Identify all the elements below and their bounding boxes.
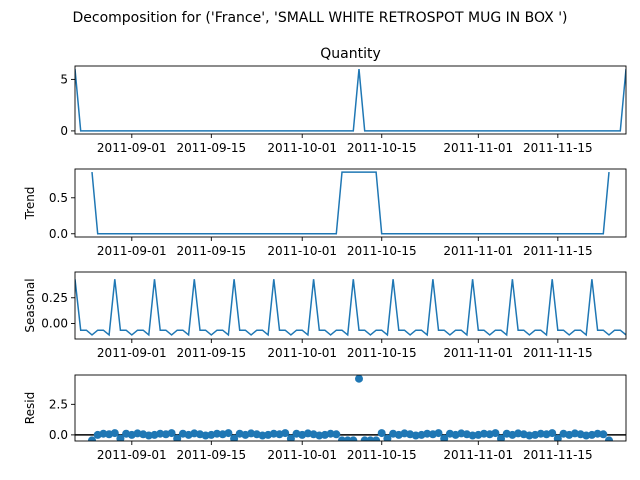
x-tick-label: 2011-11-01 — [443, 448, 513, 462]
x-tick-label: 2011-11-01 — [443, 346, 513, 360]
x-tick-label: 2011-10-01 — [267, 244, 337, 258]
resid-point — [372, 436, 381, 441]
y-tick-label: 2.5 — [49, 397, 68, 411]
axes-frame — [74, 168, 627, 238]
y-tick-label: 0.0 — [49, 428, 68, 442]
x-tick-label: 2011-10-01 — [267, 141, 337, 155]
series-line — [91, 171, 610, 235]
x-tick-label: 2011-10-15 — [347, 141, 417, 155]
x-tick-label: 2011-11-01 — [443, 141, 513, 155]
x-tick-label: 2011-10-01 — [267, 346, 337, 360]
x-tick-label: 2011-11-15 — [523, 448, 593, 462]
x-tick-label: 2011-09-15 — [176, 448, 246, 462]
resid-point — [548, 429, 557, 438]
axes-frame — [74, 65, 627, 135]
x-tick-label: 2011-11-15 — [523, 346, 593, 360]
y-tick-label: 0.25 — [41, 291, 68, 305]
y-tick-label: 0.0 — [49, 227, 68, 241]
x-tick-label: 2011-11-01 — [443, 244, 513, 258]
panel-resid: Resid 0.0 2.5 2011-09-01 2011-09-15 2011-10-0… — [23, 374, 627, 462]
axes-frame — [74, 374, 627, 442]
resid-point — [599, 430, 608, 439]
y-axis-label: Trend — [23, 187, 37, 221]
resid-point — [349, 436, 358, 441]
resid-point — [553, 434, 562, 441]
x-tick-label: 2011-09-01 — [97, 141, 167, 155]
series-group — [75, 279, 626, 337]
resid-point — [355, 375, 363, 383]
panel-title: Quantity — [320, 46, 381, 62]
series-line — [75, 279, 626, 337]
x-tick-label: 2011-10-01 — [267, 448, 337, 462]
x-tick-label: 2011-11-15 — [523, 244, 593, 258]
series-group — [88, 375, 613, 441]
series-group — [91, 171, 610, 235]
resid-point — [491, 429, 500, 438]
y-tick-label: 5 — [60, 72, 68, 86]
resid-point — [377, 429, 386, 438]
resid-point — [332, 430, 341, 439]
x-tick-label: 2011-09-01 — [97, 448, 167, 462]
resid-point — [230, 434, 239, 441]
resid-point — [440, 434, 449, 441]
resid-point — [497, 434, 505, 441]
y-axis-label: Resid — [23, 392, 37, 424]
resid-point — [167, 429, 176, 438]
x-tick-label: 2011-09-15 — [176, 346, 246, 360]
figure-title: Decomposition for ('France', 'SMALL WHIT… — [72, 10, 567, 26]
resid-point — [173, 434, 182, 441]
panel-quantity: Quantity 0 5 2011-09-01 2011-09-15 2011-10-01… — [60, 46, 627, 155]
x-tick-label: 2011-09-01 — [97, 244, 167, 258]
resid-point — [110, 429, 119, 438]
resid-point — [286, 434, 295, 441]
x-tick-label: 2011-10-15 — [347, 346, 417, 360]
y-tick-label: 0.00 — [41, 317, 68, 331]
panel-seasonal: Seasonal 0.00 0.25 2011-09-01 2011-09-15 2011… — [23, 271, 627, 360]
resid-point — [88, 436, 96, 441]
y-tick-label: 0.5 — [49, 191, 68, 205]
resid-point — [434, 429, 443, 438]
x-tick-label: 2011-09-01 — [97, 346, 167, 360]
x-tick-label: 2011-10-15 — [347, 448, 417, 462]
resid-point — [605, 436, 613, 441]
series-group — [75, 69, 626, 132]
x-tick-label: 2011-11-15 — [523, 141, 593, 155]
panel-trend: Trend 0.0 0.5 2011-09-01 2011-09-15 2011-10-0… — [23, 168, 627, 258]
resid-point — [224, 429, 233, 438]
x-tick-label: 2011-10-15 — [347, 244, 417, 258]
y-tick-label: 0 — [60, 124, 68, 138]
series-line — [75, 69, 626, 132]
x-tick-label: 2011-09-15 — [176, 141, 246, 155]
axes-frame — [74, 271, 627, 340]
y-axis-label: Seasonal — [23, 278, 37, 332]
resid-point — [281, 429, 290, 438]
x-tick-label: 2011-09-15 — [176, 244, 246, 258]
resid-point — [116, 434, 125, 441]
resid-point — [383, 434, 392, 441]
